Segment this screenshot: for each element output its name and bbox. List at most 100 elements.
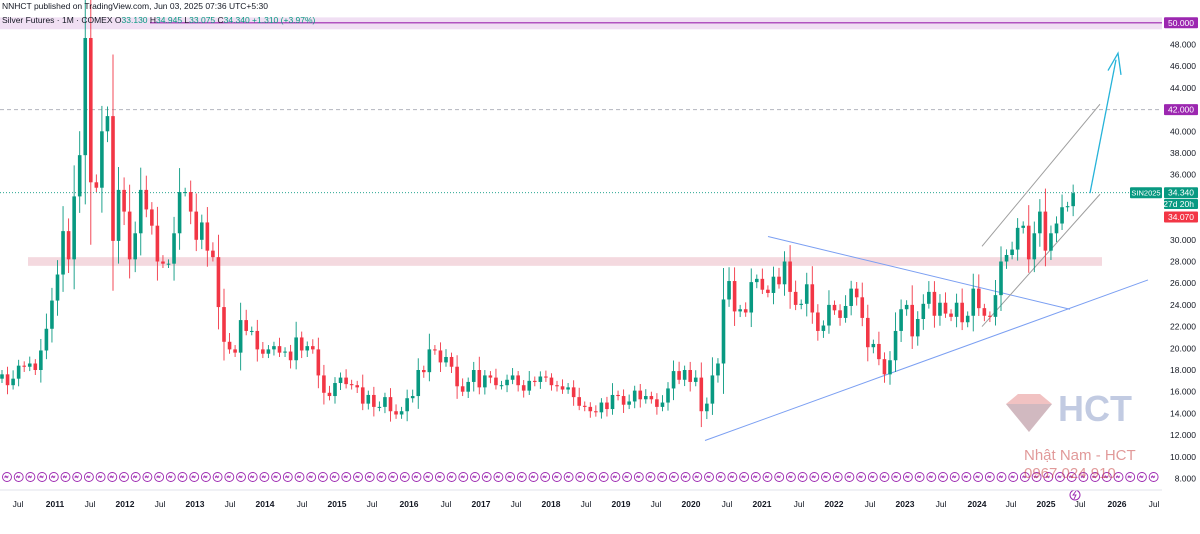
low-label: L	[184, 15, 190, 25]
event-marker-glyph	[717, 475, 723, 479]
candle-body	[255, 330, 260, 350]
event-marker-glyph	[612, 475, 618, 479]
event-marker-glyph	[343, 475, 348, 479]
horizontal-levels	[0, 109, 1162, 194]
event-marker-glyph	[846, 475, 852, 479]
time-axis[interactable]: Jul 2011 Jul 2012 Jul 2013 Jul 2014 Jul 2015 Jul 20…	[0, 489, 1162, 509]
event-marker-glyph	[15, 475, 21, 479]
price-zone	[28, 257, 1102, 266]
candle-body	[499, 385, 504, 387]
price-tick-label: 18.000	[1170, 365, 1196, 375]
candle-body	[1032, 233, 1037, 260]
event-marker-glyph	[121, 475, 126, 479]
candle-body	[116, 189, 121, 241]
candle-body	[810, 284, 815, 313]
time-tick-label: Jul	[865, 499, 876, 509]
candle-body	[971, 288, 976, 316]
candle-body	[954, 302, 959, 317]
candle-body	[261, 349, 265, 354]
candle-body	[216, 257, 221, 308]
candle-body	[111, 116, 115, 241]
candle-body	[311, 346, 315, 350]
event-marker-glyph	[940, 475, 945, 479]
time-tick-label: Jul	[85, 499, 96, 509]
event-marker-glyph	[86, 475, 91, 479]
candle-body	[727, 281, 731, 300]
event-marker-glyph	[425, 475, 430, 479]
candle-body	[965, 315, 970, 323]
candle-body	[44, 328, 49, 351]
event-marker-glyph	[682, 475, 688, 479]
price-tick-label: 16.000	[1170, 387, 1196, 397]
channel-upper-line	[981, 103, 1101, 247]
event-markers[interactable]	[2, 472, 1159, 501]
event-marker-glyph	[1127, 475, 1132, 479]
candle-body	[560, 386, 565, 390]
event-marker-glyph	[273, 475, 278, 479]
candle-body	[161, 261, 165, 264]
time-tick-label: 2026	[1108, 499, 1127, 509]
candle-body	[943, 302, 948, 314]
candle-body	[682, 370, 687, 380]
event-marker-glyph	[975, 475, 980, 479]
candle-body	[22, 365, 26, 367]
candle-body	[138, 189, 143, 234]
candle-body	[360, 387, 365, 404]
candle-body	[538, 376, 543, 382]
time-tick-label: 2016	[400, 499, 419, 509]
event-marker-glyph	[519, 475, 524, 479]
price-tick-label: 48.000	[1170, 40, 1196, 50]
event-marker-glyph	[4, 475, 9, 479]
event-marker-glyph	[694, 475, 699, 479]
event-marker-glyph	[390, 475, 395, 479]
candle-body	[1015, 227, 1020, 250]
candle-body	[566, 387, 570, 390]
candle-body	[483, 375, 487, 388]
candle-body	[799, 303, 803, 305]
candle-body	[11, 378, 15, 386]
candle-body	[238, 320, 243, 353]
candle-body	[666, 388, 670, 403]
candle-body	[277, 346, 282, 353]
event-marker-glyph	[577, 475, 582, 479]
candle-body	[127, 211, 132, 260]
event-marker-glyph	[647, 475, 653, 479]
candle-body	[166, 263, 171, 265]
candle-body	[510, 375, 515, 380]
candle-body	[866, 317, 870, 348]
candle-body	[693, 377, 698, 382]
event-marker-glyph	[963, 475, 969, 479]
time-tick-label: Jul	[155, 499, 166, 509]
candle-body	[16, 365, 21, 379]
candle-body	[27, 363, 32, 367]
candle-body	[521, 385, 526, 391]
high-label: H	[149, 15, 157, 25]
candle-body	[732, 281, 737, 312]
candle-body	[882, 359, 887, 375]
event-marker-glyph	[1010, 475, 1015, 479]
candle-body	[771, 276, 776, 293]
candle-body	[449, 356, 454, 367]
watermark-name: Nhật Nam - HCT	[1024, 447, 1136, 464]
candle-body	[721, 299, 726, 364]
symbol-name[interactable]: Silver Futures · 1M · COMEX	[2, 15, 113, 25]
candle-body	[599, 402, 604, 413]
event-marker-glyph	[156, 475, 161, 479]
candle-body	[416, 370, 421, 397]
candle-body	[649, 396, 654, 400]
candle-body	[444, 356, 448, 363]
candle-body	[372, 394, 376, 407]
time-tick-label: 2013	[186, 499, 205, 509]
event-marker-glyph	[834, 475, 840, 479]
candle-body	[533, 380, 537, 382]
candle-body	[77, 155, 82, 197]
time-tick-label: 2012	[116, 499, 135, 509]
event-marker-glyph	[296, 475, 302, 479]
price-axis[interactable]: 8.000 10.000 12.000 14.000 16.000 18.000 20.00…	[1162, 0, 1200, 534]
candle-body	[877, 343, 881, 360]
candle-body	[477, 370, 482, 388]
projection-arrow	[1089, 59, 1117, 194]
event-marker-glyph	[378, 475, 384, 479]
